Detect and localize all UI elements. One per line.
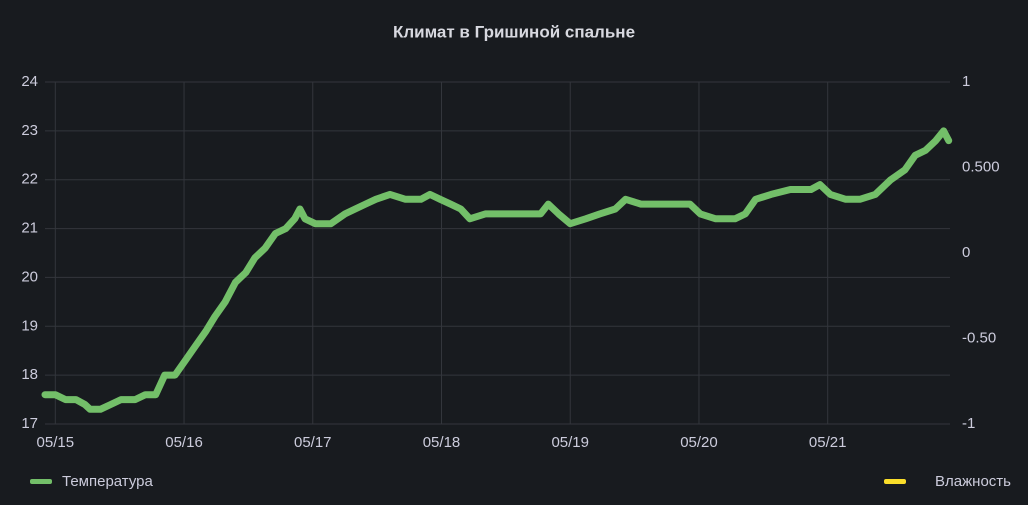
- y2-tick-label: -0.50: [962, 329, 996, 346]
- x-tick-label: 05/19: [551, 434, 589, 451]
- y-tick-label: 22: [21, 171, 38, 188]
- legend-swatch: [30, 479, 52, 484]
- x-tick-label: 05/15: [37, 434, 75, 451]
- y-tick-label: 24: [21, 73, 38, 90]
- legend-swatch: [884, 479, 906, 484]
- y-tick-label: 17: [21, 415, 38, 432]
- legend-label: Температура: [62, 473, 154, 490]
- y2-tick-label: 1: [962, 73, 970, 90]
- y-tick-label: 23: [21, 122, 38, 139]
- y2-tick-label: 0.500: [962, 158, 1000, 175]
- legend-label: Влажность: [935, 473, 1011, 490]
- chart-title: Климат в Гришиной спальне: [393, 22, 635, 41]
- x-tick-label: 05/17: [294, 434, 332, 451]
- x-tick-label: 05/21: [809, 434, 847, 451]
- x-tick-label: 05/16: [165, 434, 203, 451]
- y-tick-label: 19: [21, 317, 38, 334]
- x-tick-label: 05/20: [680, 434, 718, 451]
- series-line: [41, 127, 953, 413]
- y-tick-label: 21: [21, 220, 38, 237]
- x-tick-label: 05/18: [423, 434, 461, 451]
- y-tick-label: 18: [21, 366, 38, 383]
- y2-tick-label: 0: [962, 244, 970, 261]
- y2-tick-label: -1: [962, 415, 975, 432]
- y-tick-label: 20: [21, 268, 38, 285]
